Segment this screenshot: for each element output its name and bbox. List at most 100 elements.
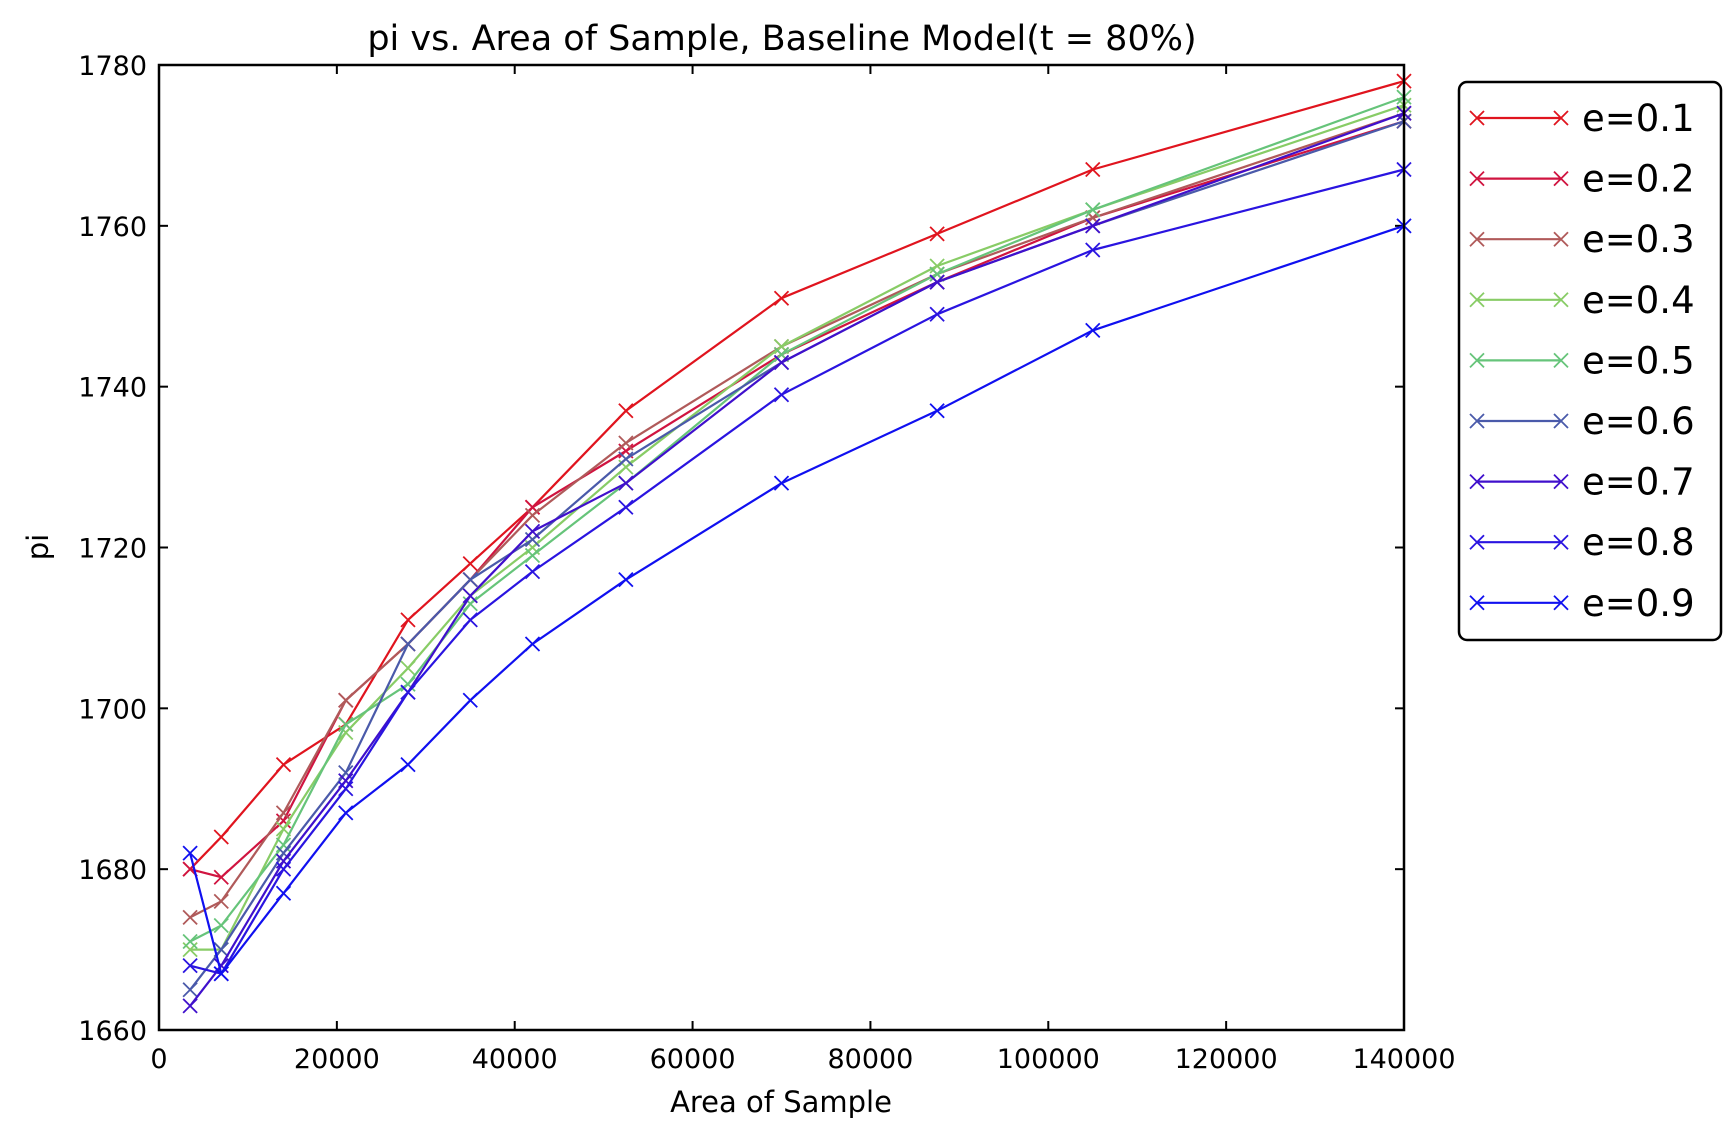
data-point [524,523,541,540]
data-point [462,572,478,588]
legend-label: e=0.2 [1582,158,1695,201]
data-point [524,507,541,523]
legend-marker [1469,231,1485,247]
legend-frame [1457,80,1723,642]
data-point [524,547,541,564]
legend: e=0.1 e=0.2 e=0.3 e=0.4 e=0.5 e=0.6 e=0.7 e=0.8… [1457,80,1723,642]
x-tick-label: 140000 [1352,1044,1455,1075]
data-point [462,612,478,628]
y-axis-label: pi [21,534,55,560]
legend-label: e=0.9 [1582,582,1695,625]
data-point [618,403,634,419]
axis-ticks: 0 20000 40000 60000 80000 100000 120000 140000 1… [78,51,1455,1075]
data-point [462,588,478,604]
x-tick-label: 120000 [1175,1044,1278,1075]
legend-marker [1553,110,1569,126]
legend-marker [1469,110,1485,126]
data-point [773,387,790,403]
legend-marker [1553,292,1569,308]
data-point [275,837,292,853]
series-line [189,120,1405,991]
data-point [213,829,229,845]
data-point [400,684,416,700]
data-point [275,845,292,861]
legend-item: e=0.1 [1469,97,1695,140]
data-point [618,499,634,515]
legend-marker [1553,595,1569,611]
data-point [618,435,634,451]
data-point [338,781,354,797]
data-point [400,756,416,773]
x-tick-label: 0 [150,1044,167,1075]
legend-label: e=0.8 [1582,521,1695,564]
series-group [182,73,1412,1014]
data-point [275,805,292,821]
data-point [182,909,198,926]
legend-marker [1469,595,1485,611]
data-point [773,290,790,306]
data-point [182,982,198,998]
data-point [618,475,634,491]
x-tick-label: 40000 [472,1044,558,1075]
series-e-0-5 [182,89,1412,950]
legend-marker [1469,352,1485,369]
series-e-0-4 [182,97,1412,958]
data-point [1085,202,1101,218]
legend-label: e=0.3 [1582,218,1695,261]
data-point [400,660,416,676]
data-point [929,226,945,242]
series-line [189,112,1405,919]
data-point [213,958,229,974]
data-point [213,917,229,934]
data-point [182,941,198,958]
data-point [462,596,478,612]
data-point [524,563,541,580]
legend-item: e=0.6 [1469,400,1695,443]
legend-label: e=0.7 [1582,461,1695,504]
data-point [929,403,945,419]
data-point [400,676,416,692]
x-tick-label: 20000 [294,1044,380,1075]
data-point [1085,218,1101,234]
data-point [524,636,541,652]
data-point [1085,210,1101,226]
y-tick-label: 1700 [78,694,147,725]
y-tick-label: 1680 [78,855,147,886]
plot-frame [157,63,1406,1032]
legend-label: e=0.6 [1582,400,1695,443]
series-line [189,224,1405,975]
chart-title: pi vs. Area of Sample, Baseline Model(t … [367,19,1196,59]
legend-marker [1553,413,1569,429]
legend-item: e=0.7 [1469,461,1695,504]
data-point [462,692,478,708]
data-point [275,853,292,869]
data-point [1085,322,1101,339]
data-point [929,266,945,282]
legend-label: e=0.1 [1582,97,1695,140]
series-line [189,120,1405,879]
series-line [190,104,1405,951]
legend-marker [1553,534,1569,550]
data-point [929,274,945,290]
y-tick-label: 1660 [78,1016,147,1047]
legend-item: e=0.3 [1469,218,1695,261]
data-point [338,716,354,733]
data-point [929,306,945,322]
data-point [182,933,198,950]
legend-marker [1553,231,1569,247]
y-tick-label: 1740 [78,373,147,404]
data-point [182,958,198,974]
y-tick-label: 1780 [78,51,147,82]
x-tick-label: 100000 [997,1044,1100,1075]
x-tick-label: 60000 [650,1044,736,1075]
legend-item: e=0.8 [1469,521,1695,564]
series-line [189,112,1405,1007]
data-point [1085,161,1101,178]
data-point [462,555,478,572]
series-e-0-9 [182,218,1412,982]
data-point [773,354,790,371]
data-point [275,885,292,901]
legend-item: e=0.9 [1469,582,1695,625]
series-line [189,168,1405,975]
